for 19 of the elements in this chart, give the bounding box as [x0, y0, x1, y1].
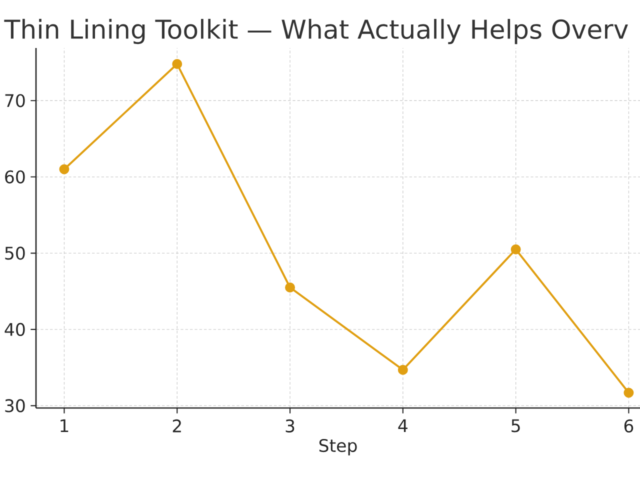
x-tick-label: 6 [624, 419, 634, 432]
point [510, 244, 521, 254]
point [398, 364, 408, 375]
y-tick-label: 70 [5, 94, 25, 108]
point [59, 164, 70, 174]
y-tick-label: 40 [4, 322, 25, 336]
y-tick-label: 50 [5, 246, 25, 260]
x-tick-label: 4 [398, 419, 408, 432]
y-tick-label: 30 [5, 399, 25, 412]
x-tick-label: 5 [512, 419, 520, 432]
point [172, 59, 182, 70]
x-axis-title: Step [319, 438, 357, 456]
point [624, 388, 634, 398]
y-tick-label: 60 [5, 170, 25, 184]
x-tick-label: 1 [60, 419, 68, 432]
x-tick-label: 2 [172, 419, 181, 432]
x-tick-label: 3 [286, 419, 294, 432]
point [285, 282, 296, 292]
chart-title: Thin Lining Toolkit — What Actually Helps Overv [4, 18, 628, 44]
